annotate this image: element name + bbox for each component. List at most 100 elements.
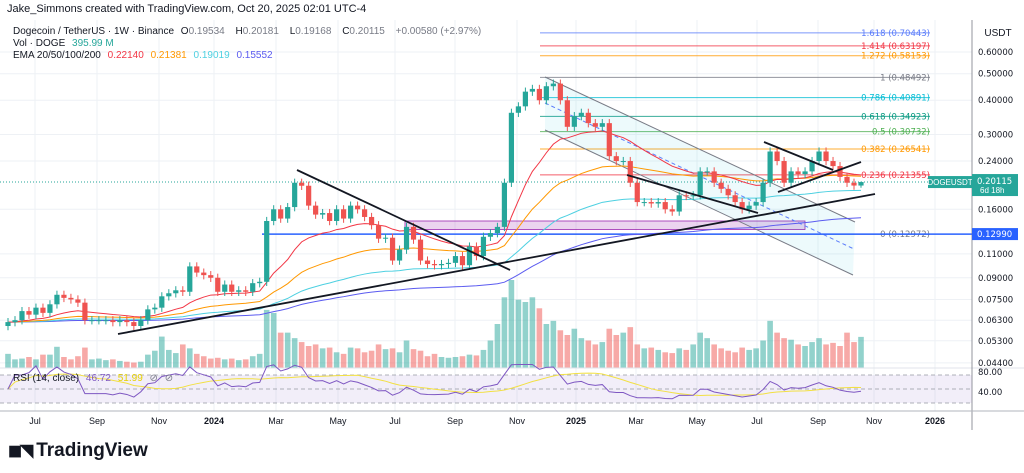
candle [347, 201, 354, 223]
supply-zone [404, 220, 806, 230]
chart-frame[interactable]: 1.618 (0.70443) 1.414 (0.63197) 1.272 (0.5… [0, 20, 1024, 430]
rsi-legend[interactable]: RSI (14, close) 46.72 51.99 ⊘ ⊘ [13, 373, 177, 384]
candle-body [473, 246, 480, 257]
candle-body [12, 320, 18, 323]
tradingview-logo[interactable]: ◼◥ TradingView [8, 440, 148, 462]
close-label: C [342, 26, 350, 37]
candle [795, 167, 801, 179]
volume-bar [68, 359, 74, 368]
candle-body [578, 112, 584, 117]
volume-bar [277, 332, 284, 368]
candle-body [131, 322, 137, 326]
candle-body [278, 209, 284, 219]
time-tick-label: Jul [29, 416, 41, 426]
hline-price-tag [972, 228, 1018, 241]
candle [103, 316, 109, 325]
candle [578, 108, 584, 121]
volume-bar [676, 348, 683, 368]
volume-bar [543, 324, 550, 368]
volume-bar [396, 352, 403, 368]
volume-bar [648, 347, 655, 368]
candle-body [236, 290, 242, 292]
candle-body [725, 188, 731, 196]
candle [599, 119, 605, 132]
candle-body [417, 239, 424, 261]
candle-body [697, 171, 703, 196]
volume-legend[interactable]: Vol · DOGE 395.99 M [13, 38, 118, 49]
volume-bar [641, 348, 648, 368]
candle [187, 262, 193, 297]
candle-body [438, 264, 445, 266]
volume-bar [152, 350, 158, 368]
volume-bar [739, 347, 745, 368]
ema-legend[interactable]: EMA 20/50/100/200 0.22140 0.21381 0.1901… [13, 50, 277, 61]
time-tick-label: Mar [628, 416, 644, 426]
candle-body [389, 237, 396, 261]
volume-bar [19, 358, 25, 368]
fib-level-label: 1 (0.48492) [880, 73, 930, 83]
volume-bar [564, 335, 571, 368]
candle [676, 191, 682, 216]
candle [641, 197, 647, 207]
candle [5, 318, 11, 331]
open-value: 0.19534 [188, 26, 225, 37]
candle [152, 303, 158, 314]
candle-body [788, 171, 794, 183]
visibility-icon[interactable]: ⊘ [149, 373, 158, 384]
candle-body [795, 171, 801, 175]
tradingview-logo-icon: ◼◥ [8, 441, 33, 460]
volume-bar [578, 338, 585, 368]
volume-bar [249, 356, 256, 368]
candle-body [222, 284, 228, 292]
candle-body [851, 182, 857, 186]
price-tick-label: 0.06300 [978, 316, 1013, 326]
volume-bar [326, 347, 333, 368]
candle [753, 197, 759, 210]
candle [96, 316, 102, 325]
candle-body [858, 182, 864, 186]
candle-body [571, 116, 577, 127]
volume-bar [487, 340, 494, 368]
candle-body [347, 205, 354, 219]
candle [201, 268, 207, 280]
volume-bar [557, 330, 564, 368]
volume-bar [242, 359, 249, 368]
fib-level-label: 0 (0.12972) [880, 230, 930, 240]
volume-bar [788, 339, 794, 368]
volume-bar [732, 352, 738, 368]
candle [760, 178, 766, 207]
candle [396, 245, 403, 265]
symbol-legend[interactable]: Dogecoin / TetherUS · 1W · Binance O0.19… [13, 26, 485, 37]
candle-body [5, 322, 11, 326]
candle-body [166, 293, 172, 297]
candle [648, 197, 654, 208]
candle-body [641, 202, 647, 204]
candle [159, 292, 165, 312]
trendline [626, 174, 759, 214]
volume-bar [26, 357, 32, 368]
price-tick-label: 0.07500 [978, 295, 1013, 305]
volume-bar [613, 335, 620, 368]
candle-body [403, 226, 410, 250]
price-chart[interactable]: 1.618 (0.70443) 1.414 (0.63197)1.272 (0.5… [0, 20, 1024, 430]
volume-bar [459, 356, 466, 368]
visibility-icon[interactable]: ⊘ [164, 373, 174, 384]
candle [327, 208, 333, 226]
candle-body [781, 161, 787, 183]
rsi-value: 46.72 [85, 373, 111, 384]
chart-credit: Jake_Simmons created with TradingView.co… [7, 3, 367, 15]
candle [690, 191, 696, 201]
volume-bar [221, 359, 228, 368]
candle [669, 205, 675, 216]
candle-body [536, 88, 542, 101]
volume-bar [131, 362, 137, 368]
candle-body [138, 320, 144, 326]
candle [131, 318, 137, 331]
candle [410, 222, 417, 244]
volume-bar [200, 356, 207, 368]
candle-body [26, 311, 32, 315]
candle-body [844, 176, 850, 183]
high-value: 0.20181 [242, 26, 279, 37]
candle-body [341, 209, 347, 219]
candle-body [683, 195, 689, 197]
